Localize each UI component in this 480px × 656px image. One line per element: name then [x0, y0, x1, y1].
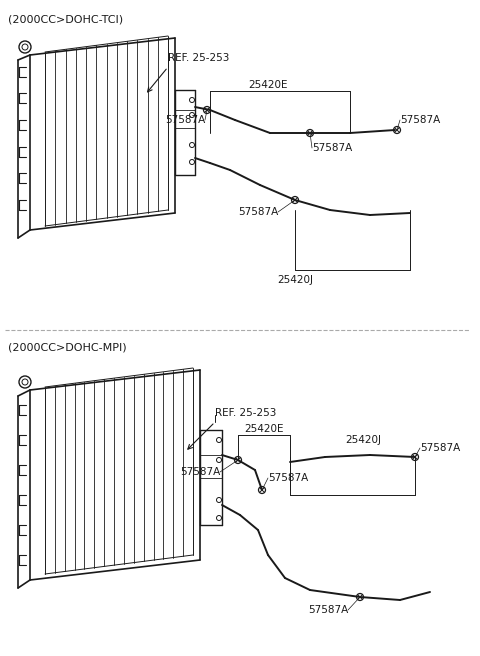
Text: REF. 25-253: REF. 25-253	[168, 53, 229, 63]
Text: 25420J: 25420J	[345, 435, 381, 445]
Text: (2000CC>DOHC-TCI): (2000CC>DOHC-TCI)	[8, 14, 123, 24]
Text: 25420E: 25420E	[248, 80, 288, 90]
Text: 57587A: 57587A	[165, 115, 205, 125]
Text: 57587A: 57587A	[420, 443, 460, 453]
Text: 25420J: 25420J	[277, 275, 313, 285]
Text: 57587A: 57587A	[238, 207, 278, 217]
Text: 25420E: 25420E	[244, 424, 284, 434]
Text: 57587A: 57587A	[312, 143, 352, 153]
Text: 57587A: 57587A	[308, 605, 348, 615]
Text: 57587A: 57587A	[180, 467, 220, 477]
Text: REF. 25-253: REF. 25-253	[215, 408, 276, 418]
Text: 57587A: 57587A	[268, 473, 308, 483]
Text: 57587A: 57587A	[400, 115, 440, 125]
Text: (2000CC>DOHC-MPI): (2000CC>DOHC-MPI)	[8, 342, 127, 352]
